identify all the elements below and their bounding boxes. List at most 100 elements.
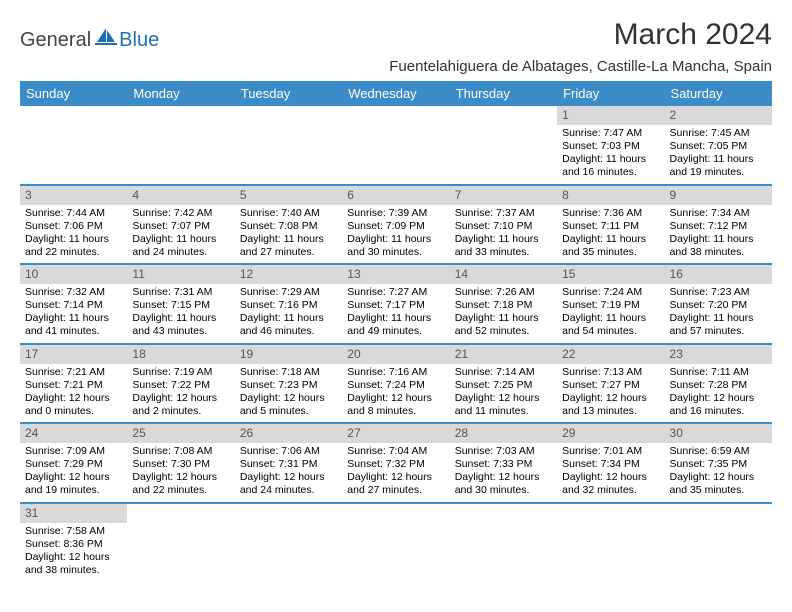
day-number: 10	[20, 265, 127, 284]
weekday-header: Friday	[557, 81, 664, 106]
sunset-label: Sunset: 7:32 PM	[347, 458, 444, 471]
sunrise-label: Sunrise: 7:18 AM	[240, 366, 337, 379]
day-detail: Sunrise: 7:11 AMSunset: 7:28 PMDaylight:…	[665, 364, 772, 423]
calendar-cell: 16Sunrise: 7:23 AMSunset: 7:20 PMDayligh…	[665, 264, 772, 344]
day-number: 15	[557, 265, 664, 284]
day-number: 25	[127, 424, 234, 443]
day-detail: Sunrise: 7:39 AMSunset: 7:09 PMDaylight:…	[342, 205, 449, 264]
daylight-label: Daylight: 11 hours and 35 minutes.	[562, 233, 659, 259]
calendar-cell: 4Sunrise: 7:42 AMSunset: 7:07 PMDaylight…	[127, 185, 234, 265]
day-detail: Sunrise: 7:13 AMSunset: 7:27 PMDaylight:…	[557, 364, 664, 423]
calendar-cell: 13Sunrise: 7:27 AMSunset: 7:17 PMDayligh…	[342, 264, 449, 344]
sunset-label: Sunset: 7:33 PM	[455, 458, 552, 471]
sunrise-label: Sunrise: 7:42 AM	[132, 207, 229, 220]
day-number: 16	[665, 265, 772, 284]
calendar-cell	[342, 106, 449, 185]
daylight-label: Daylight: 12 hours and 27 minutes.	[347, 471, 444, 497]
weekday-header: Monday	[127, 81, 234, 106]
calendar-cell: 17Sunrise: 7:21 AMSunset: 7:21 PMDayligh…	[20, 344, 127, 424]
day-detail: Sunrise: 7:47 AMSunset: 7:03 PMDaylight:…	[557, 125, 664, 184]
sunset-label: Sunset: 7:15 PM	[132, 299, 229, 312]
calendar-cell: 8Sunrise: 7:36 AMSunset: 7:11 PMDaylight…	[557, 185, 664, 265]
sunset-label: Sunset: 7:30 PM	[132, 458, 229, 471]
day-detail: Sunrise: 7:09 AMSunset: 7:29 PMDaylight:…	[20, 443, 127, 502]
logo-text-blue: Blue	[119, 29, 159, 52]
sunrise-label: Sunrise: 7:27 AM	[347, 286, 444, 299]
daylight-label: Daylight: 12 hours and 13 minutes.	[562, 392, 659, 418]
calendar-cell	[450, 106, 557, 185]
calendar-row: 17Sunrise: 7:21 AMSunset: 7:21 PMDayligh…	[20, 344, 772, 424]
sunset-label: Sunset: 7:19 PM	[562, 299, 659, 312]
day-number: 19	[235, 345, 342, 364]
calendar-cell: 28Sunrise: 7:03 AMSunset: 7:33 PMDayligh…	[450, 423, 557, 503]
sunrise-label: Sunrise: 7:39 AM	[347, 207, 444, 220]
sunrise-label: Sunrise: 7:29 AM	[240, 286, 337, 299]
calendar-cell	[557, 503, 664, 582]
day-detail: Sunrise: 7:26 AMSunset: 7:18 PMDaylight:…	[450, 284, 557, 343]
daylight-label: Daylight: 11 hours and 52 minutes.	[455, 312, 552, 338]
day-detail: Sunrise: 7:01 AMSunset: 7:34 PMDaylight:…	[557, 443, 664, 502]
daylight-label: Daylight: 12 hours and 2 minutes.	[132, 392, 229, 418]
calendar-table: SundayMondayTuesdayWednesdayThursdayFrid…	[20, 81, 772, 581]
calendar-cell	[450, 503, 557, 582]
day-number: 9	[665, 186, 772, 205]
sunrise-label: Sunrise: 7:23 AM	[670, 286, 767, 299]
sunrise-label: Sunrise: 7:03 AM	[455, 445, 552, 458]
sunrise-label: Sunrise: 7:16 AM	[347, 366, 444, 379]
daylight-label: Daylight: 11 hours and 24 minutes.	[132, 233, 229, 259]
daylight-label: Daylight: 12 hours and 24 minutes.	[240, 471, 337, 497]
weekday-header: Wednesday	[342, 81, 449, 106]
calendar-row: 1Sunrise: 7:47 AMSunset: 7:03 PMDaylight…	[20, 106, 772, 185]
calendar-row: 10Sunrise: 7:32 AMSunset: 7:14 PMDayligh…	[20, 264, 772, 344]
calendar-cell: 9Sunrise: 7:34 AMSunset: 7:12 PMDaylight…	[665, 185, 772, 265]
sunset-label: Sunset: 7:07 PM	[132, 220, 229, 233]
calendar-cell: 27Sunrise: 7:04 AMSunset: 7:32 PMDayligh…	[342, 423, 449, 503]
day-detail: Sunrise: 7:19 AMSunset: 7:22 PMDaylight:…	[127, 364, 234, 423]
sunset-label: Sunset: 7:11 PM	[562, 220, 659, 233]
daylight-label: Daylight: 11 hours and 30 minutes.	[347, 233, 444, 259]
day-number: 6	[342, 186, 449, 205]
weekday-header-row: SundayMondayTuesdayWednesdayThursdayFrid…	[20, 81, 772, 106]
sunrise-label: Sunrise: 7:40 AM	[240, 207, 337, 220]
daylight-label: Daylight: 12 hours and 16 minutes.	[670, 392, 767, 418]
sunset-label: Sunset: 7:28 PM	[670, 379, 767, 392]
daylight-label: Daylight: 11 hours and 27 minutes.	[240, 233, 337, 259]
calendar-cell: 23Sunrise: 7:11 AMSunset: 7:28 PMDayligh…	[665, 344, 772, 424]
day-detail: Sunrise: 7:24 AMSunset: 7:19 PMDaylight:…	[557, 284, 664, 343]
calendar-cell: 2Sunrise: 7:45 AMSunset: 7:05 PMDaylight…	[665, 106, 772, 185]
day-number: 8	[557, 186, 664, 205]
daylight-label: Daylight: 12 hours and 5 minutes.	[240, 392, 337, 418]
day-detail: Sunrise: 7:23 AMSunset: 7:20 PMDaylight:…	[665, 284, 772, 343]
day-detail: Sunrise: 7:31 AMSunset: 7:15 PMDaylight:…	[127, 284, 234, 343]
day-detail: Sunrise: 7:45 AMSunset: 7:05 PMDaylight:…	[665, 125, 772, 184]
page-title: March 2024	[389, 18, 772, 52]
day-number: 26	[235, 424, 342, 443]
sunset-label: Sunset: 7:08 PM	[240, 220, 337, 233]
calendar-row: 31Sunrise: 7:58 AMSunset: 8:36 PMDayligh…	[20, 503, 772, 582]
daylight-label: Daylight: 11 hours and 41 minutes.	[25, 312, 122, 338]
calendar-cell	[342, 503, 449, 582]
day-number: 12	[235, 265, 342, 284]
sunrise-label: Sunrise: 6:59 AM	[670, 445, 767, 458]
day-number: 5	[235, 186, 342, 205]
calendar-cell: 15Sunrise: 7:24 AMSunset: 7:19 PMDayligh…	[557, 264, 664, 344]
logo: General Blue	[20, 18, 159, 55]
calendar-cell: 22Sunrise: 7:13 AMSunset: 7:27 PMDayligh…	[557, 344, 664, 424]
weekday-header: Saturday	[665, 81, 772, 106]
sunrise-label: Sunrise: 7:58 AM	[25, 525, 122, 538]
daylight-label: Daylight: 11 hours and 22 minutes.	[25, 233, 122, 259]
sunset-label: Sunset: 7:31 PM	[240, 458, 337, 471]
sunset-label: Sunset: 7:25 PM	[455, 379, 552, 392]
sunrise-label: Sunrise: 7:37 AM	[455, 207, 552, 220]
header: General Blue March 2024 Fuentelahiguera …	[20, 18, 772, 75]
sunset-label: Sunset: 7:10 PM	[455, 220, 552, 233]
day-detail: Sunrise: 7:06 AMSunset: 7:31 PMDaylight:…	[235, 443, 342, 502]
calendar-cell: 10Sunrise: 7:32 AMSunset: 7:14 PMDayligh…	[20, 264, 127, 344]
day-detail: Sunrise: 7:36 AMSunset: 7:11 PMDaylight:…	[557, 205, 664, 264]
sunset-label: Sunset: 7:18 PM	[455, 299, 552, 312]
daylight-label: Daylight: 11 hours and 43 minutes.	[132, 312, 229, 338]
day-number: 17	[20, 345, 127, 364]
daylight-label: Daylight: 11 hours and 16 minutes.	[562, 153, 659, 179]
sunset-label: Sunset: 7:29 PM	[25, 458, 122, 471]
calendar-cell: 18Sunrise: 7:19 AMSunset: 7:22 PMDayligh…	[127, 344, 234, 424]
